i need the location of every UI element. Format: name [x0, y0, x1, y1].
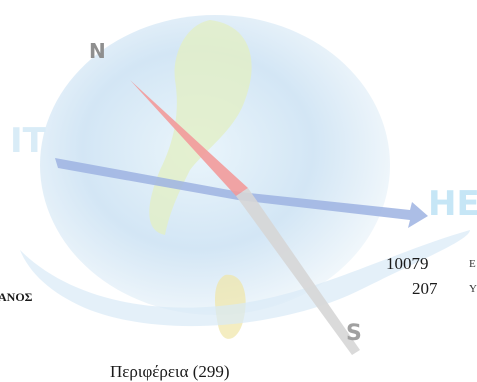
letter-n: N — [89, 39, 106, 63]
stat-label-2: Υ — [469, 283, 477, 295]
needle-north — [130, 80, 248, 196]
orbit-ring — [20, 230, 470, 327]
section-label: ΑΝΟΣ — [0, 290, 33, 304]
needle-south — [236, 188, 360, 355]
letter-it: IT — [10, 121, 47, 161]
stat-label-1: Ε — [469, 258, 476, 270]
stat-value-1: 10079 — [386, 254, 429, 273]
stat-value-2: 207 — [412, 279, 438, 298]
region-link[interactable]: Περιφέρεια (299) — [110, 362, 230, 381]
letter-he: HE — [428, 184, 477, 224]
letter-s: S — [346, 321, 362, 346]
